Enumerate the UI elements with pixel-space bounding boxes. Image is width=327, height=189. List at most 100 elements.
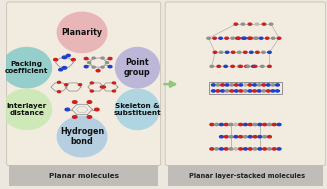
- Bar: [168, 165, 323, 186]
- Circle shape: [221, 84, 224, 86]
- Circle shape: [84, 57, 88, 60]
- Circle shape: [252, 65, 255, 67]
- Circle shape: [253, 148, 257, 150]
- Circle shape: [102, 86, 106, 88]
- FancyBboxPatch shape: [165, 2, 326, 165]
- Circle shape: [71, 58, 75, 61]
- Circle shape: [231, 37, 234, 39]
- Circle shape: [58, 81, 60, 83]
- Circle shape: [225, 90, 229, 92]
- Circle shape: [112, 90, 115, 92]
- Circle shape: [248, 136, 252, 138]
- Circle shape: [248, 23, 252, 25]
- Circle shape: [244, 90, 247, 92]
- Circle shape: [219, 123, 223, 126]
- Circle shape: [101, 57, 104, 59]
- Text: Planarity: Planarity: [61, 28, 103, 37]
- Circle shape: [62, 67, 67, 69]
- Circle shape: [100, 86, 104, 88]
- Circle shape: [271, 84, 275, 86]
- Text: Point
group: Point group: [124, 58, 151, 77]
- Circle shape: [88, 62, 91, 64]
- Text: Interlayer
distance: Interlayer distance: [7, 103, 47, 116]
- Circle shape: [258, 123, 262, 126]
- Text: Planar molecules: Planar molecules: [49, 173, 119, 179]
- Circle shape: [66, 54, 70, 57]
- Circle shape: [217, 65, 220, 67]
- Circle shape: [248, 90, 252, 92]
- Circle shape: [90, 82, 94, 84]
- Circle shape: [210, 148, 214, 150]
- Circle shape: [267, 136, 271, 138]
- Circle shape: [212, 84, 215, 86]
- Ellipse shape: [57, 12, 108, 53]
- Bar: [209, 82, 282, 94]
- Circle shape: [229, 136, 233, 138]
- Circle shape: [224, 65, 228, 67]
- Circle shape: [263, 136, 267, 138]
- Circle shape: [219, 37, 222, 39]
- FancyBboxPatch shape: [7, 2, 161, 165]
- Circle shape: [239, 90, 243, 92]
- Circle shape: [62, 56, 67, 59]
- Circle shape: [239, 136, 243, 138]
- Circle shape: [263, 148, 267, 150]
- Circle shape: [253, 37, 257, 39]
- Circle shape: [96, 70, 100, 72]
- Circle shape: [267, 90, 270, 92]
- Circle shape: [277, 123, 281, 126]
- Circle shape: [239, 84, 243, 86]
- Circle shape: [257, 90, 261, 92]
- Circle shape: [234, 123, 238, 126]
- Circle shape: [224, 123, 228, 126]
- Circle shape: [90, 90, 94, 92]
- Circle shape: [92, 57, 95, 59]
- Circle shape: [263, 123, 267, 126]
- Circle shape: [266, 37, 269, 39]
- Ellipse shape: [115, 88, 160, 130]
- Circle shape: [248, 148, 252, 150]
- Circle shape: [92, 66, 95, 68]
- Circle shape: [268, 51, 271, 53]
- Circle shape: [277, 37, 281, 39]
- Circle shape: [219, 148, 223, 150]
- Circle shape: [253, 65, 257, 67]
- Circle shape: [241, 23, 245, 25]
- Circle shape: [73, 116, 77, 118]
- Circle shape: [225, 51, 229, 53]
- Circle shape: [229, 148, 233, 150]
- Circle shape: [243, 37, 246, 39]
- Circle shape: [244, 84, 247, 86]
- Circle shape: [108, 66, 112, 68]
- Circle shape: [101, 66, 104, 68]
- Circle shape: [262, 51, 265, 53]
- Circle shape: [246, 65, 250, 67]
- Circle shape: [232, 51, 235, 53]
- Circle shape: [234, 23, 238, 25]
- Circle shape: [231, 65, 234, 67]
- Text: Hydrogen
bond: Hydrogen bond: [60, 127, 104, 146]
- Circle shape: [276, 90, 279, 92]
- Circle shape: [219, 136, 223, 138]
- Circle shape: [84, 66, 88, 68]
- Circle shape: [239, 123, 243, 126]
- Ellipse shape: [1, 88, 52, 130]
- Circle shape: [64, 84, 68, 86]
- Circle shape: [267, 123, 271, 126]
- Ellipse shape: [115, 47, 160, 88]
- Circle shape: [213, 51, 217, 53]
- Circle shape: [213, 37, 216, 39]
- Circle shape: [245, 65, 248, 67]
- Circle shape: [269, 23, 273, 25]
- Circle shape: [276, 84, 279, 86]
- Circle shape: [225, 37, 228, 39]
- Circle shape: [244, 148, 247, 150]
- Circle shape: [210, 65, 214, 67]
- Circle shape: [224, 148, 228, 150]
- Circle shape: [271, 37, 275, 39]
- Circle shape: [258, 148, 262, 150]
- Circle shape: [215, 123, 218, 126]
- Circle shape: [78, 84, 82, 86]
- Circle shape: [272, 123, 276, 126]
- Circle shape: [250, 51, 253, 53]
